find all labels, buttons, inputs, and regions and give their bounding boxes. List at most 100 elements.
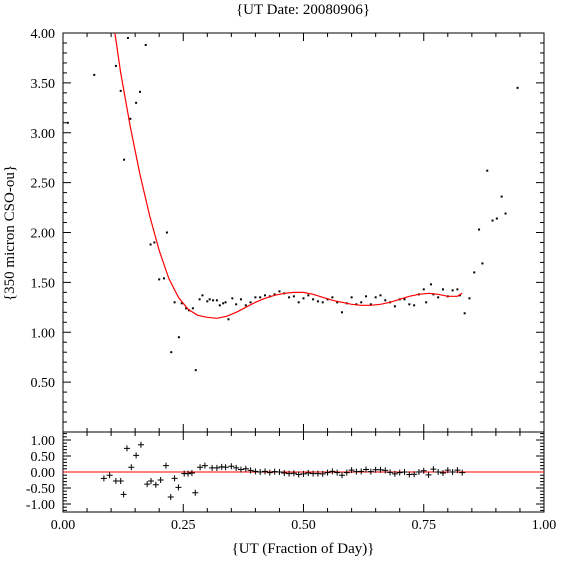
upper-y-tick-label: 1.00 [31,326,56,341]
residual-point [175,484,182,491]
residual-point [123,445,130,452]
residual-point [459,469,466,476]
data-point [429,283,432,286]
residual-point [157,477,164,483]
data-point [374,296,377,299]
data-point [198,298,201,301]
residual-point [167,493,174,500]
residual-point [430,466,437,473]
residual-point [401,469,408,475]
residual-y-ticks: 1.000.500.00-0.50-1.00 [26,433,544,513]
upper-plot-marks [66,32,519,372]
x-tick-label: 0.25 [171,518,196,533]
data-point [208,298,211,301]
residual-point [276,469,283,475]
residual-point [228,463,235,470]
data-point [215,299,218,302]
residual-point [213,464,220,471]
data-point [413,304,416,307]
residual-point [377,466,384,473]
data-point [312,298,315,301]
residual-point [185,470,192,477]
residual-point [358,468,365,475]
data-point [425,301,428,304]
upper-panel-frame [62,32,545,433]
data-point [227,318,230,321]
data-point [163,277,166,280]
data-point [340,311,343,314]
x-tick-label: 0.00 [51,518,76,533]
data-point [244,304,247,307]
residual-point [449,469,456,475]
data-point [403,298,406,301]
residual-point [148,477,155,484]
residual-point [171,475,178,482]
upper-panel: 0.50 1.00 1.50 2.00 2.50 3.00 3.50 4.00 {350 mi… [2,27,545,433]
y-axis-label: {350 micron CSO-ou} [2,165,18,301]
residual-point [133,452,140,459]
data-point [185,307,188,310]
residual-point [242,465,249,472]
residual-point [257,469,264,475]
residual-point [192,489,199,496]
data-point [473,271,476,274]
data-point [206,300,209,303]
data-point [119,89,122,92]
resid-y-tick-label: 0.00 [31,466,56,481]
data-point [516,86,519,89]
data-point [144,43,147,46]
residual-point [324,469,331,476]
data-point [93,73,96,76]
residual-point [411,471,418,478]
residual-point [266,469,273,476]
residual-point [144,481,151,488]
residual-point [100,475,107,482]
data-point [292,295,295,298]
data-point [153,241,156,244]
data-point [222,302,225,305]
x-tick-label: 0.75 [412,518,437,533]
data-point [218,304,221,307]
residual-point [334,469,341,476]
residual-point [188,469,195,476]
residual-plot-marks [63,441,544,500]
residual-point [420,467,427,474]
residual-point [120,491,127,498]
residual-point [152,481,159,488]
residual-point [237,466,244,473]
data-point [288,296,291,299]
resid-y-tick-label: -0.50 [26,482,55,497]
fit-curve [114,32,463,319]
residual-point [382,467,389,474]
residual-point [162,462,169,469]
resid-y-tick-label: 1.00 [31,434,56,449]
residual-point [201,462,208,469]
chart-title: {UT Date: 20080906} [236,2,370,18]
data-point [437,296,440,299]
data-point [463,312,466,315]
data-point [478,228,481,231]
upper-y-tick-label: 2.00 [31,227,56,242]
residual-point [117,477,124,484]
residual-point [197,464,204,471]
data-point [500,195,503,198]
residual-point [444,467,451,474]
residual-point [295,471,302,478]
upper-y-tick-label: 2.50 [31,177,56,192]
data-point [235,303,238,306]
data-point [114,64,117,67]
residual-point [338,472,345,479]
upper-y-tick-label: 1.50 [31,276,56,291]
residual-point [137,441,144,448]
residual-point [128,464,135,471]
data-point [360,301,363,304]
residual-point [305,469,312,476]
data-point [495,217,498,220]
data-point [422,288,425,291]
residual-point [415,469,422,475]
data-point [259,296,262,299]
data-point [278,290,281,293]
residual-point [281,469,288,476]
data-point [468,297,471,300]
upper-y-tick-label: 3.50 [31,77,56,92]
